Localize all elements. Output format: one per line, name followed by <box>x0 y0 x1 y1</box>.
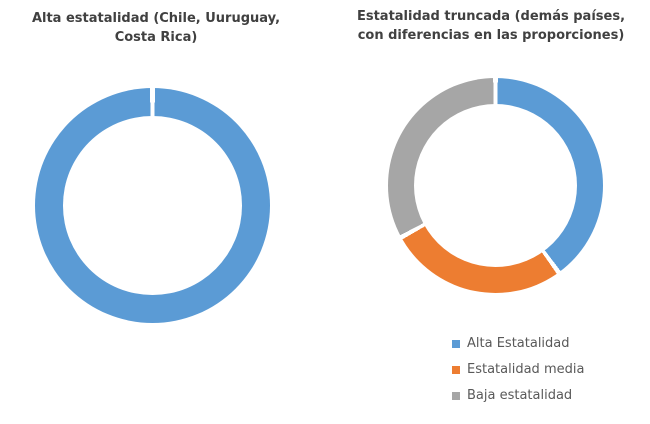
legend: Alta Estatalidad Estatalidad media Baja … <box>452 336 584 405</box>
donut-hole <box>63 116 242 295</box>
legend-swatch-blue <box>452 340 460 349</box>
donut-chart-estatalidad-truncada <box>388 78 603 293</box>
legend-item-estatalidad-media: Estatalidad media <box>452 362 584 379</box>
chart-title-left: Alta estatalidad (Chile, Uuruguay, Costa… <box>16 10 296 48</box>
legend-swatch-orange <box>452 366 460 375</box>
legend-item-baja-estatalidad: Baja estatalidad <box>452 388 584 405</box>
legend-label: Alta Estatalidad <box>467 336 570 351</box>
donut-hole <box>413 103 578 268</box>
chart-title-left-line2: Costa Rica) <box>114 29 198 45</box>
legend-label: Baja estatalidad <box>467 387 573 403</box>
legend-item-alta-estatalidad: Alta Estatalidad <box>452 336 584 353</box>
chart-title-left-line1: Alta estatalidad (Chile, Uuruguay, <box>31 11 281 26</box>
legend-label: Estatalidad media <box>467 361 585 377</box>
chart-title-right-line2: con diferencias en las proporciones) <box>357 27 625 43</box>
chart-title-right: Estatalidad truncada (demás países, con … <box>338 8 644 46</box>
legend-swatch-gray <box>452 392 460 401</box>
chart-title-right-line1: Estatalidad truncada (demás países, <box>356 9 626 24</box>
donut-chart-alta-estatalidad <box>35 88 270 323</box>
